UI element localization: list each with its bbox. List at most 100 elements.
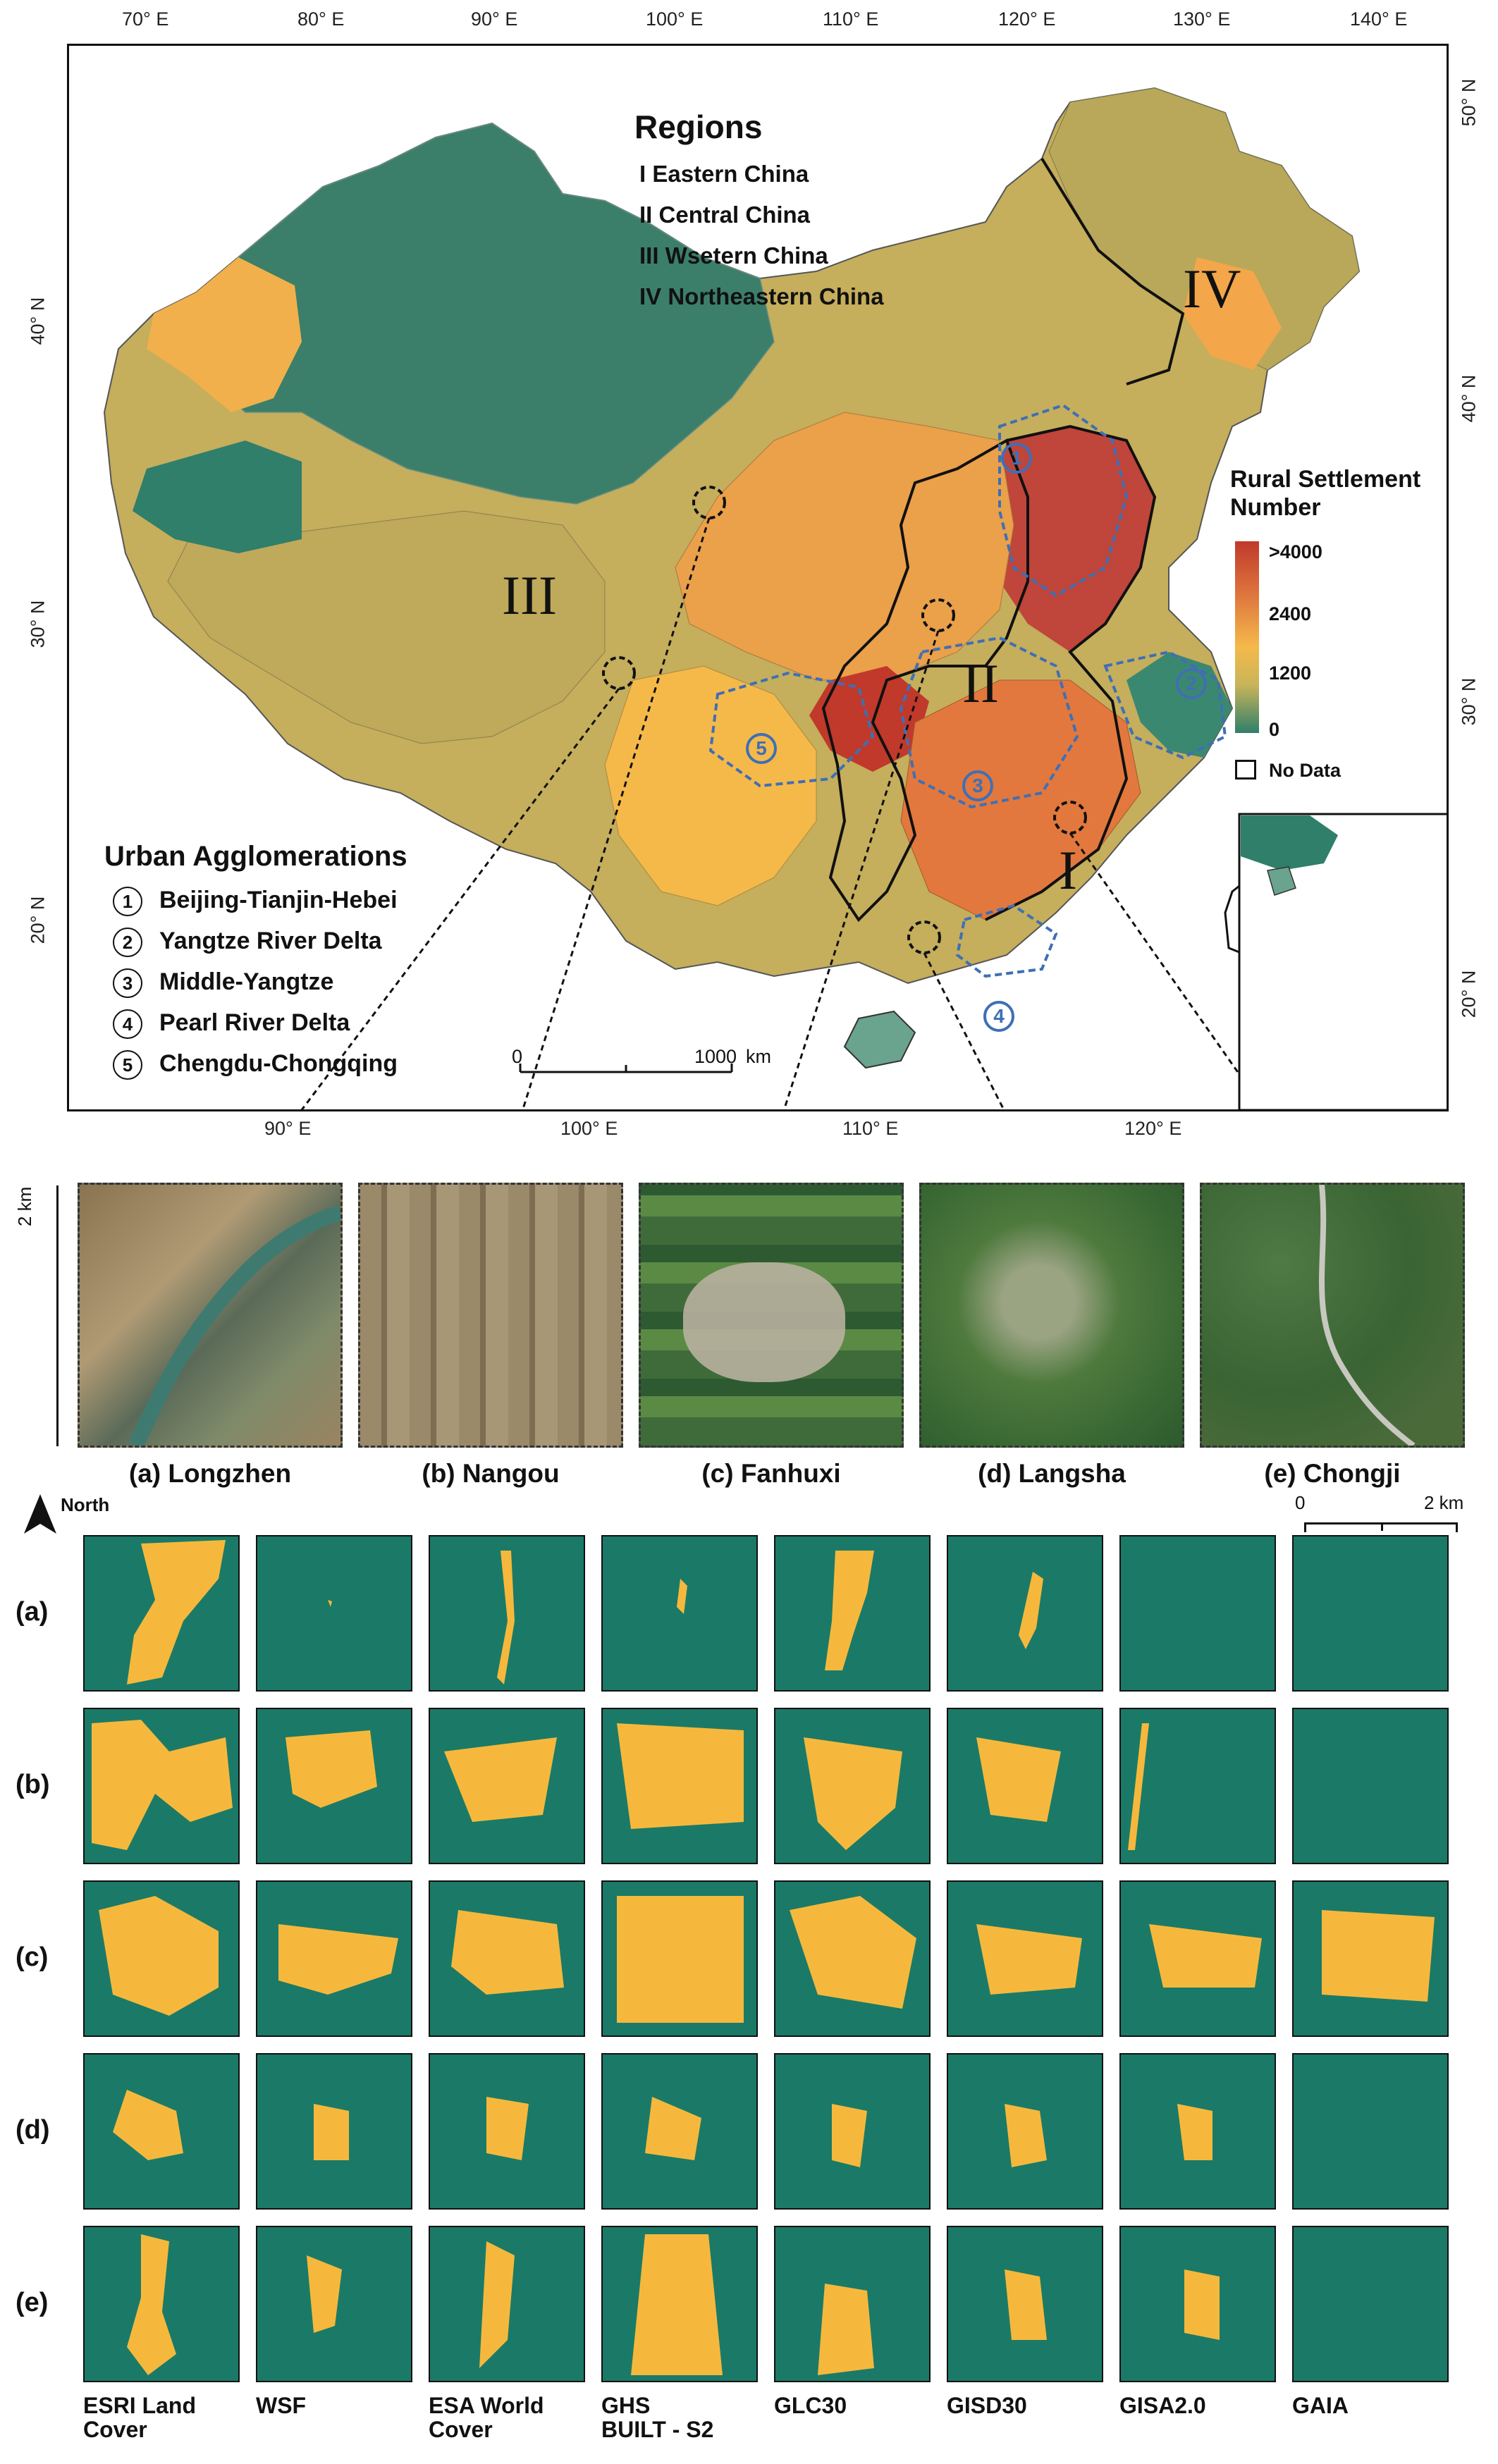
- grid-cell-2-5: [947, 1880, 1103, 2037]
- photo-a-longzhen: [78, 1183, 343, 1448]
- tibet-olive-area: [167, 510, 606, 744]
- lon-tick-top-1: 80° E: [297, 8, 345, 30]
- settlement-extent-4-4: [818, 2284, 874, 2375]
- west-teal-area: [195, 123, 775, 505]
- region-label-IV: IV: [1183, 258, 1241, 319]
- photos-axis-label: 2 km: [14, 1186, 35, 1226]
- ua-name-4: Pearl River Delta: [159, 1009, 350, 1036]
- settlement-extent-1-4: [804, 1737, 902, 1850]
- settlement-extent-2-2: [451, 1910, 564, 1995]
- settlement-extent-4-2: [479, 2241, 515, 2368]
- grid-cell-2-4: [774, 1880, 931, 2037]
- settlement-extent-0-1: [328, 1600, 332, 1607]
- settlement-extent-1-0: [92, 1720, 233, 1850]
- settlement-extent-2-0: [99, 1896, 219, 2016]
- settlement-extent-2-6: [1149, 1924, 1262, 1988]
- grid-cell-4-4: [774, 2226, 931, 2382]
- grid-cell-1-1: [256, 1708, 412, 1864]
- settlement-extent-4-5: [1005, 2269, 1047, 2340]
- region-item-1: I Eastern China: [639, 161, 809, 187]
- ua-name-5: Chengdu-Chongqing: [159, 1050, 398, 1077]
- urban-agglomerations-title: Urban Agglomerations: [104, 841, 407, 872]
- lon-tick-top-6: 130° E: [1173, 8, 1231, 30]
- tibet-teal-area: [133, 441, 302, 553]
- scale-bar-end: 1000: [694, 1046, 737, 1067]
- grid-cell-4-3: [601, 2226, 758, 2382]
- ua-number-1: 1: [113, 887, 142, 917]
- settlement-extent-3-0: [113, 2090, 183, 2160]
- product-label-0: ESRI Land Cover: [83, 2394, 245, 2441]
- product-label-5-line1: GISD30: [947, 2393, 1027, 2418]
- ua-circle-5: 5: [746, 733, 777, 764]
- grid-cell-1-3: [601, 1708, 758, 1864]
- grid-cell-0-0: [83, 1535, 240, 1692]
- legend-title-line2: Number: [1230, 494, 1321, 521]
- product-label-4-line1: GLC30: [774, 2393, 847, 2418]
- settlement-extent-0-3: [677, 1579, 687, 1614]
- lon-tick-top-5: 120° E: [998, 8, 1056, 30]
- product-label-2: ESA World Cover: [429, 2394, 591, 2441]
- product-label-6-line1: GISA2.0: [1119, 2393, 1206, 2418]
- region-boundary-central: [821, 438, 1029, 923]
- lat-tick-right-0: 50° N: [1458, 78, 1480, 127]
- region-item-2: II Central China: [639, 202, 811, 228]
- grid-cell-3-2: [429, 2053, 585, 2210]
- product-label-0-line1: ESRI Land: [83, 2393, 197, 2418]
- grid-cell-1-4: [774, 1708, 931, 1864]
- settlement-extent-1-1: [286, 1730, 377, 1808]
- product-label-6: GISA2.0: [1119, 2394, 1282, 2417]
- grid-cell-4-0: [83, 2226, 240, 2382]
- ua-number-3: 3: [113, 968, 142, 999]
- ua-number-5: 5: [113, 1050, 142, 1080]
- leader-line-b: [522, 517, 711, 1109]
- grid-row-label-4: (e): [16, 2288, 49, 2317]
- grid-cell-4-1: [256, 2226, 412, 2382]
- lat-tick-left-1: 30° N: [27, 600, 49, 648]
- photo-b-nangou: [358, 1183, 623, 1448]
- settlement-extent-0-4: [825, 1551, 874, 1670]
- photo-c-fanhuxi: [639, 1183, 904, 1448]
- legend-label-max: >4000: [1269, 541, 1322, 562]
- lon-tick-bottom-0: 90° E: [264, 1118, 312, 1139]
- settlement-extent-3-3: [645, 2097, 701, 2160]
- leader-line-c: [782, 630, 940, 1109]
- grid-cell-4-2: [429, 2226, 585, 2382]
- main-map-frame: [67, 44, 1449, 1111]
- grid-cell-0-7: [1292, 1535, 1449, 1692]
- product-label-5: GISD30: [947, 2394, 1109, 2417]
- grid-cell-2-2: [429, 1880, 585, 2037]
- grid-scale-start: 0: [1295, 1492, 1306, 1513]
- photo-caption-e: (e) Chongji: [1264, 1459, 1401, 1488]
- grid-cell-3-7: [1292, 2053, 1449, 2210]
- grid-cell-3-4: [774, 2053, 931, 2210]
- grid-row-label-0: (a): [16, 1597, 49, 1627]
- ua-circle-3: 3: [962, 770, 993, 801]
- legend-no-data-label: No Data: [1269, 760, 1342, 781]
- product-label-7-line1: GAIA: [1292, 2393, 1349, 2418]
- ua-item-4: 4 Pearl River Delta: [113, 1009, 350, 1040]
- ua-name-1: Beijing-Tianjin-Hebei: [159, 887, 398, 913]
- grid-cell-0-3: [601, 1535, 758, 1692]
- region-label-I: I: [1059, 839, 1077, 901]
- grid-cell-1-2: [429, 1708, 585, 1864]
- settlement-extent-1-2: [444, 1737, 557, 1822]
- settlement-extent-1-6: [1128, 1723, 1149, 1850]
- photo-caption-c: (c) Fanhuxi: [701, 1459, 841, 1488]
- site-circle-a: [602, 656, 636, 690]
- ua-pearl-river-delta: [955, 904, 1058, 978]
- lon-tick-bottom-1: 100° E: [560, 1118, 618, 1139]
- site-circle-b: [692, 486, 726, 519]
- leader-line-d: [923, 952, 1005, 1109]
- legend-no-data-box: [1235, 760, 1256, 780]
- photo-e-chongji: [1200, 1183, 1465, 1448]
- lon-tick-top-7: 140° E: [1350, 8, 1408, 30]
- hainan-island: [843, 1010, 916, 1069]
- photos-axis-line: [56, 1185, 59, 1446]
- grid-cell-4-5: [947, 2226, 1103, 2382]
- ua-item-1: 1 Beijing-Tianjin-Hebei: [113, 887, 398, 917]
- lat-tick-right-1: 40° N: [1458, 374, 1480, 423]
- ua-number-4: 4: [113, 1009, 142, 1040]
- settlement-extent-0-5: [1019, 1572, 1043, 1649]
- grid-cell-0-2: [429, 1535, 585, 1692]
- settlement-extent-2-3: [617, 1896, 744, 2023]
